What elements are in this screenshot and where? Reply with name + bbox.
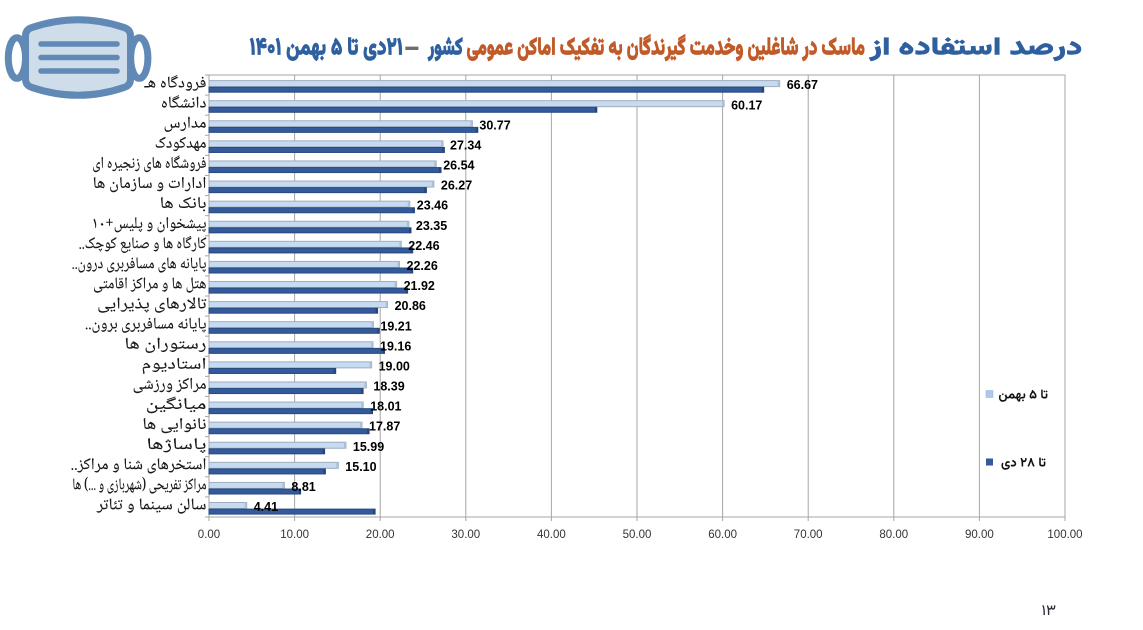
svg-text:4.41: 4.41 xyxy=(254,500,278,514)
svg-text:21.92: 21.92 xyxy=(404,279,435,293)
svg-text:17.87: 17.87 xyxy=(369,420,400,434)
svg-text:8.81: 8.81 xyxy=(291,480,315,494)
svg-text:22.26: 22.26 xyxy=(407,259,438,273)
svg-text:80.00: 80.00 xyxy=(879,529,908,541)
svg-text:27.34: 27.34 xyxy=(450,139,481,153)
svg-text:90.00: 90.00 xyxy=(965,529,994,541)
svg-text:0.00: 0.00 xyxy=(198,529,220,541)
svg-text:19.00: 19.00 xyxy=(379,360,410,374)
svg-text:30.77: 30.77 xyxy=(479,118,510,132)
svg-text:40.00: 40.00 xyxy=(537,529,566,541)
svg-text:15.99: 15.99 xyxy=(353,440,384,454)
svg-text:50.00: 50.00 xyxy=(623,529,652,541)
svg-text:19.16: 19.16 xyxy=(380,339,411,353)
svg-text:15.10: 15.10 xyxy=(345,460,376,474)
svg-text:18.39: 18.39 xyxy=(373,380,404,394)
svg-text:23.46: 23.46 xyxy=(417,199,448,213)
svg-text:22.46: 22.46 xyxy=(408,239,439,253)
svg-text:10.00: 10.00 xyxy=(280,529,309,541)
svg-text:20.86: 20.86 xyxy=(395,299,426,313)
svg-text:60.17: 60.17 xyxy=(731,98,762,112)
svg-text:26.54: 26.54 xyxy=(443,159,474,173)
svg-text:60.00: 60.00 xyxy=(708,529,737,541)
svg-text:23.35: 23.35 xyxy=(416,219,447,233)
svg-text:30.00: 30.00 xyxy=(451,529,480,541)
svg-text:26.27: 26.27 xyxy=(441,179,472,193)
svg-text:66.67: 66.67 xyxy=(787,78,818,92)
svg-text:70.00: 70.00 xyxy=(794,529,823,541)
svg-text:19.21: 19.21 xyxy=(380,319,411,333)
svg-text:100.00: 100.00 xyxy=(1047,529,1082,541)
svg-text:18.01: 18.01 xyxy=(370,400,401,414)
svg-text:20.00: 20.00 xyxy=(366,529,395,541)
